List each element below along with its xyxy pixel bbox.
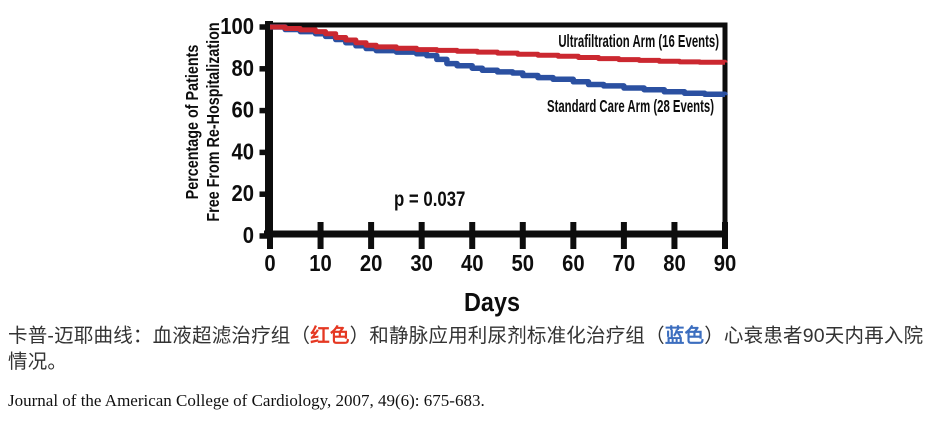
y-tick-label: 40 xyxy=(231,138,254,165)
caption-red-label: 红色 xyxy=(310,325,350,347)
y-tick-label: 100 xyxy=(220,13,254,40)
p-value-annotation: p = 0.037 xyxy=(394,188,465,211)
x-tick-label-group: 30 xyxy=(410,250,433,277)
y-tick-mark xyxy=(259,66,268,72)
tick-layer: 0 10 20 30 40 50 60 70 80 90 0 20 40 60 80 100 xyxy=(220,13,736,277)
y-tick-label-group: 60 xyxy=(231,96,254,123)
y-axis-title-line1: Percentage of Patients xyxy=(184,45,203,200)
x-tick-label-group: 0 xyxy=(264,250,275,277)
x-tick-mark xyxy=(620,222,627,249)
x-tick-label: 50 xyxy=(512,250,535,277)
x-tick-label: 70 xyxy=(613,250,636,277)
series-layer xyxy=(270,24,728,98)
legend-ultrafiltration-arm: Ultrafiltration Arm (16 Events) xyxy=(558,33,719,52)
x-tick-mark xyxy=(317,222,324,249)
x-tick-label-group: 60 xyxy=(562,250,585,277)
figure-caption: 卡普-迈耶曲线：血液超滤治疗组（红色）和静脉应用利尿剂标准化治疗组（蓝色）心衰患… xyxy=(8,324,934,375)
caption-text-part3: ）心衰患者90天内再入院情况。 xyxy=(8,325,924,373)
y-tick-label-group: 100 xyxy=(220,13,254,40)
caption-text-part1: 卡普-迈耶曲线：血液超滤治疗组（ xyxy=(8,325,311,347)
y-tick-mark xyxy=(259,107,268,114)
x-tick-label: 40 xyxy=(461,250,484,277)
y-tick-label: 80 xyxy=(231,55,254,82)
x-tick-label: 30 xyxy=(410,250,433,277)
y-tick-mark xyxy=(259,149,268,156)
caption-text-part2: ）和静脉应用利尿剂标准化治疗组（ xyxy=(349,325,665,347)
x-tick-mark xyxy=(418,222,425,249)
x-axis-title: Days xyxy=(464,289,520,317)
y-tick-label-group: 40 xyxy=(231,138,254,165)
legend-standard-care-arm: Standard Care Arm (28 Events) xyxy=(547,98,714,117)
x-tick-label-group: 90 xyxy=(714,250,737,277)
y-tick-mark xyxy=(259,191,268,197)
x-tick-mark xyxy=(368,222,375,249)
x-tick-label-group: 10 xyxy=(309,250,332,277)
x-tick-label-group: 20 xyxy=(360,250,383,277)
x-tick-mark xyxy=(519,222,526,249)
citation: Journal of the American College of Cardi… xyxy=(8,391,485,410)
x-tick-mark xyxy=(267,222,273,249)
x-tick-mark xyxy=(671,222,678,249)
x-tick-label-group: 40 xyxy=(461,250,484,277)
x-tick-label: 20 xyxy=(360,250,383,277)
x-tick-label-group: 70 xyxy=(613,250,636,277)
x-tick-mark xyxy=(570,222,577,249)
y-axis-title-line2: Free From Re-Hospitalization xyxy=(205,22,224,221)
x-tick-label: 80 xyxy=(663,250,686,277)
km-chart: 0 10 20 30 40 50 60 70 80 90 0 20 40 60 80 100 Percenta… xyxy=(184,13,736,318)
x-tick-label: 90 xyxy=(714,250,737,277)
y-tick-label-group: 20 xyxy=(231,180,254,207)
x-tick-mark xyxy=(722,222,728,249)
y-tick-label: 60 xyxy=(231,96,254,123)
ultrafiltration-curve xyxy=(270,24,728,65)
y-tick-label: 20 xyxy=(231,180,254,207)
x-tick-label: 0 xyxy=(264,250,275,277)
x-tick-mark xyxy=(469,222,476,249)
y-tick-label-group: 80 xyxy=(231,55,254,82)
x-tick-label-group: 80 xyxy=(663,250,686,277)
y-tick-mark xyxy=(259,24,268,30)
y-tick-mark xyxy=(259,233,268,239)
x-tick-label: 60 xyxy=(562,250,585,277)
plot-border xyxy=(266,22,728,237)
x-tick-label-group: 50 xyxy=(512,250,535,277)
y-tick-label: 0 xyxy=(243,222,254,249)
caption-blue-label: 蓝色 xyxy=(664,325,705,347)
y-tick-label-group: 0 xyxy=(243,222,254,249)
x-tick-label: 10 xyxy=(309,250,332,277)
